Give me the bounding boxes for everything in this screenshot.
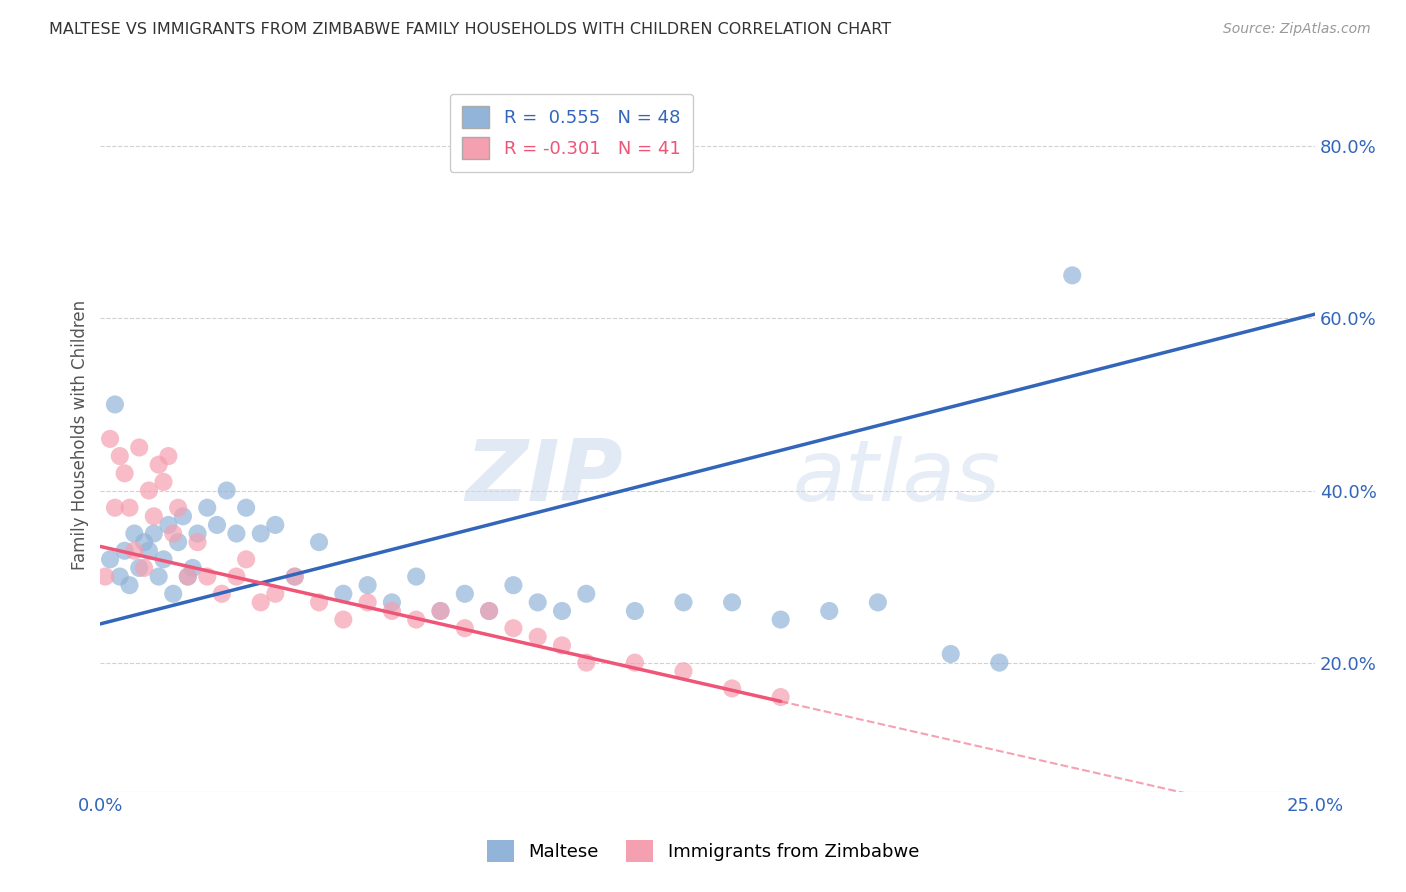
Point [162,526,184,541]
Point [148,458,170,472]
Text: MALTESE VS IMMIGRANTS FROM ZIMBABWE FAMILY HOUSEHOLDS WITH CHILDREN CORRELATION : MALTESE VS IMMIGRANTS FROM ZIMBABWE FAMI… [49,22,891,37]
Point [284,569,307,583]
Point [381,595,404,609]
Point [132,535,155,549]
Point [672,595,695,609]
Point [108,449,131,463]
Point [104,500,127,515]
Point [152,475,174,489]
Point [332,613,354,627]
Point [225,526,247,541]
Point [356,595,378,609]
Point [988,656,1011,670]
Point [235,500,257,515]
Point [177,569,200,583]
Point [215,483,238,498]
Point [235,552,257,566]
Point [405,613,427,627]
Point [142,509,165,524]
Point [575,656,598,670]
Point [478,604,501,618]
Point [308,595,330,609]
Point [181,561,204,575]
Point [114,543,136,558]
Point [167,500,190,515]
Point [721,595,744,609]
Legend: Maltese, Immigrants from Zimbabwe: Maltese, Immigrants from Zimbabwe [479,833,927,870]
Legend: R =  0.555   N = 48, R = -0.301   N = 41: R = 0.555 N = 48, R = -0.301 N = 41 [450,94,693,172]
Point [132,561,155,575]
Point [405,569,427,583]
Point [157,449,180,463]
Point [249,595,271,609]
Point [177,569,200,583]
Point [284,569,307,583]
Point [332,587,354,601]
Point [114,467,136,481]
Point [225,569,247,583]
Point [429,604,451,618]
Point [769,690,792,704]
Point [152,552,174,566]
Point [124,543,146,558]
Point [128,561,150,575]
Point [211,587,233,601]
Point [721,681,744,696]
Point [264,517,287,532]
Point [624,604,647,618]
Point [356,578,378,592]
Point [138,543,160,558]
Point [264,587,287,601]
Point [429,604,451,618]
Point [195,500,218,515]
Point [138,483,160,498]
Point [148,569,170,583]
Point [454,587,477,601]
Point [124,526,146,541]
Point [769,613,792,627]
Point [672,664,695,678]
Point [249,526,271,541]
Point [186,535,208,549]
Point [624,656,647,670]
Point [454,621,477,635]
Point [118,500,141,515]
Point [98,552,121,566]
Point [478,604,501,618]
Y-axis label: Family Households with Children: Family Households with Children [72,300,89,570]
Point [157,517,180,532]
Point [381,604,404,618]
Text: atlas: atlas [793,436,1001,519]
Point [1062,268,1084,283]
Point [551,604,574,618]
Point [526,595,548,609]
Point [502,578,524,592]
Point [866,595,889,609]
Point [195,569,218,583]
Point [502,621,524,635]
Point [98,432,121,446]
Point [308,535,330,549]
Point [205,517,228,532]
Point [142,526,165,541]
Point [551,639,574,653]
Point [818,604,841,618]
Point [108,569,131,583]
Point [526,630,548,644]
Text: ZIP: ZIP [465,436,623,519]
Point [162,587,184,601]
Point [104,397,127,411]
Point [575,587,598,601]
Point [118,578,141,592]
Point [186,526,208,541]
Point [94,569,117,583]
Point [172,509,194,524]
Point [128,441,150,455]
Point [167,535,190,549]
Text: Source: ZipAtlas.com: Source: ZipAtlas.com [1223,22,1371,37]
Point [939,647,962,661]
